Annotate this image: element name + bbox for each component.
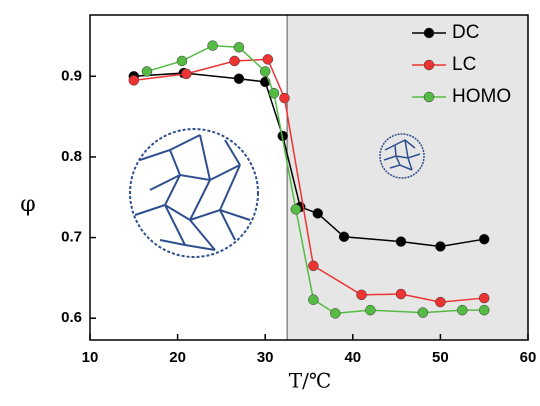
y-tick-label: 0.8: [61, 148, 82, 165]
data-point: [478, 233, 490, 245]
legend-swatch: [423, 59, 435, 71]
data-point: [330, 308, 341, 319]
legend-label: HOMO: [452, 86, 511, 107]
data-point: [233, 42, 245, 53]
data-point: [279, 92, 290, 104]
data-point: [207, 40, 218, 51]
series-line: [133, 58, 485, 303]
data-point: [435, 296, 446, 308]
network-icon-large: [129, 128, 259, 258]
y-tick-label: 0.7: [61, 229, 82, 246]
data-point: [338, 231, 350, 243]
data-point: [308, 294, 319, 305]
x-axis-label: T/℃: [289, 369, 331, 393]
data-point: [181, 68, 192, 80]
data-point: [478, 304, 490, 316]
x-tick-label: 40: [344, 349, 361, 366]
x-tick-label: 60: [520, 349, 537, 366]
data-point: [259, 66, 271, 77]
data-point: [365, 304, 376, 316]
data-point: [233, 73, 245, 84]
data-point: [176, 55, 188, 67]
data-point: [478, 292, 490, 304]
y-axis-label: φ: [20, 192, 35, 217]
plot-frame: [89, 14, 529, 341]
data-point: [290, 204, 302, 215]
network-icon-small: [379, 133, 425, 179]
data-point: [395, 288, 407, 300]
y-tick-label: 0.9: [61, 67, 82, 84]
data-point: [435, 241, 446, 252]
legend-label: DC: [452, 22, 479, 43]
data-point: [128, 75, 140, 86]
data-point: [229, 55, 240, 67]
x-tick-label: 30: [257, 349, 274, 366]
legend-label: LC: [452, 54, 476, 75]
data-point: [417, 307, 429, 318]
data-point: [268, 87, 280, 99]
data-point: [457, 304, 468, 316]
legend-swatch: [423, 91, 435, 103]
data-point: [356, 289, 367, 301]
x-tick-label: 10: [82, 349, 99, 366]
data-point: [262, 54, 274, 65]
x-tick-label: 20: [169, 349, 186, 366]
data-point: [395, 236, 407, 247]
data-point: [141, 66, 153, 77]
x-tick-label: 50: [432, 349, 449, 366]
data-point: [312, 208, 324, 219]
y-tick-label: 0.6: [61, 309, 82, 326]
legend-swatch: [423, 27, 435, 39]
data-point: [308, 260, 319, 272]
